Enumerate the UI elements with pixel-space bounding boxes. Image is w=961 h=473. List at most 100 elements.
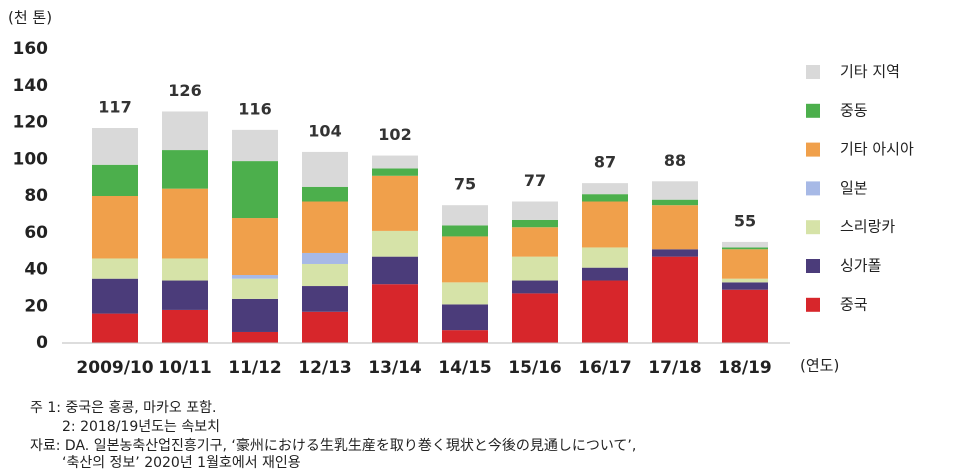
y-tick-label: 100 <box>13 149 49 169</box>
bar-segment <box>512 293 558 343</box>
bar-segment <box>302 263 348 287</box>
legend-label: 기타 지역 <box>840 63 900 81</box>
total-label: 126 <box>168 81 201 100</box>
note: 주 1: 중국은 홍콩, 마카오 포함. <box>30 400 216 416</box>
bar-segment <box>512 219 558 228</box>
y-tick-label: 160 <box>13 39 49 59</box>
bar-segment <box>652 249 698 257</box>
bar-segment <box>232 278 278 299</box>
bar-segment <box>162 188 208 259</box>
bar-segment <box>512 280 558 294</box>
total-label: 55 <box>734 211 756 230</box>
total-label: 116 <box>238 99 271 118</box>
y-tick-label: 40 <box>24 260 48 280</box>
y-tick-label: 20 <box>24 296 48 316</box>
note: ‘축산의 정보’ 2020년 1월호에서 재인용 <box>62 455 301 469</box>
bar-segment <box>442 330 488 343</box>
bar-segment <box>92 313 138 343</box>
total-label: 117 <box>98 98 131 117</box>
bar-segment <box>232 275 278 279</box>
legend-swatch <box>806 65 820 79</box>
total-label: 102 <box>378 125 411 144</box>
legend-label: 중동 <box>840 101 868 119</box>
x-tick-label: 18/19 <box>718 358 772 378</box>
bar-segment <box>162 111 208 151</box>
y-tick-label: 120 <box>13 113 49 133</box>
bar-segment <box>442 236 488 283</box>
legend-swatch <box>806 297 820 312</box>
bar-segment <box>232 218 278 276</box>
x-tick-label: 2009/10 <box>76 358 153 378</box>
note: 자료: DA. 일본농축산업진흥기구, ‘豪州における生乳生産を取り巻く現状と今… <box>30 438 636 454</box>
bar-segment <box>92 164 138 196</box>
bar-segment <box>442 282 488 305</box>
x-tick-label: 17/18 <box>648 358 702 378</box>
bar-segment <box>232 298 278 332</box>
bar-segment <box>162 150 208 189</box>
total-label: 75 <box>454 175 476 194</box>
legend-label: 기타 아시아 <box>840 140 914 158</box>
bar-segment <box>372 230 418 257</box>
bar-segment <box>652 199 698 206</box>
bar-segment <box>372 256 418 285</box>
total-label: 104 <box>308 121 341 140</box>
bar-segment <box>722 247 768 250</box>
legend-swatch <box>806 220 820 235</box>
bar-segment <box>442 205 488 226</box>
bar-segment <box>92 128 138 165</box>
bar-segment <box>232 331 278 343</box>
x-tick-label: 16/17 <box>578 358 632 378</box>
bar-segment <box>582 267 628 281</box>
x-axis-label: (연도) <box>800 357 839 375</box>
bar-segment <box>372 284 418 343</box>
bar-segment <box>162 280 208 310</box>
bar-segment <box>302 151 348 187</box>
bar-segment <box>582 280 628 343</box>
legend-label: 싱가폴 <box>840 257 881 275</box>
bar-segment <box>652 205 698 250</box>
note: 2: 2018/19년도는 속보치 <box>62 419 220 435</box>
bar-segment <box>302 286 348 312</box>
bar-segment <box>512 227 558 257</box>
bar-segment <box>512 201 558 220</box>
bar-segment <box>582 201 628 248</box>
bar-segment <box>302 252 348 264</box>
total-label: 87 <box>594 153 616 172</box>
total-label: 77 <box>524 171 546 190</box>
bar-segment <box>722 282 768 290</box>
bar-segment <box>92 196 138 259</box>
bar-segment <box>232 161 278 219</box>
y-tick-label: 60 <box>24 223 48 243</box>
x-tick-label: 15/16 <box>508 358 562 378</box>
bar-segment <box>302 201 348 253</box>
x-tick-label: 12/13 <box>298 358 352 378</box>
bar-segment <box>442 225 488 237</box>
total-label: 88 <box>664 151 686 170</box>
x-tick-label: 13/14 <box>368 358 422 378</box>
legend-swatch <box>806 103 820 118</box>
y-tick-label: 80 <box>24 186 48 206</box>
bar-segment <box>232 129 278 162</box>
bar-segment <box>372 168 418 176</box>
bar-segment <box>162 258 208 281</box>
bar-segment <box>92 258 138 279</box>
legend-swatch <box>806 142 820 157</box>
y-axis-label: (천 톤) <box>8 9 52 27</box>
bar-segment <box>302 311 348 343</box>
bar-segment <box>442 304 488 331</box>
bar-segment <box>652 256 698 343</box>
bar-segment <box>162 309 208 343</box>
bar-segment <box>722 241 768 248</box>
bar-segment <box>92 278 138 314</box>
bar-segment <box>582 194 628 202</box>
bar-segment <box>512 256 558 281</box>
x-tick-label: 11/12 <box>228 358 282 378</box>
x-tick-label: 10/11 <box>158 358 212 378</box>
y-tick-label: 140 <box>13 76 49 96</box>
legend-label: 중국 <box>840 295 868 313</box>
legend-swatch <box>806 259 820 273</box>
bar-segment <box>722 278 768 283</box>
legend-label: 스리랑카 <box>840 218 895 236</box>
bar-segment <box>722 249 768 279</box>
